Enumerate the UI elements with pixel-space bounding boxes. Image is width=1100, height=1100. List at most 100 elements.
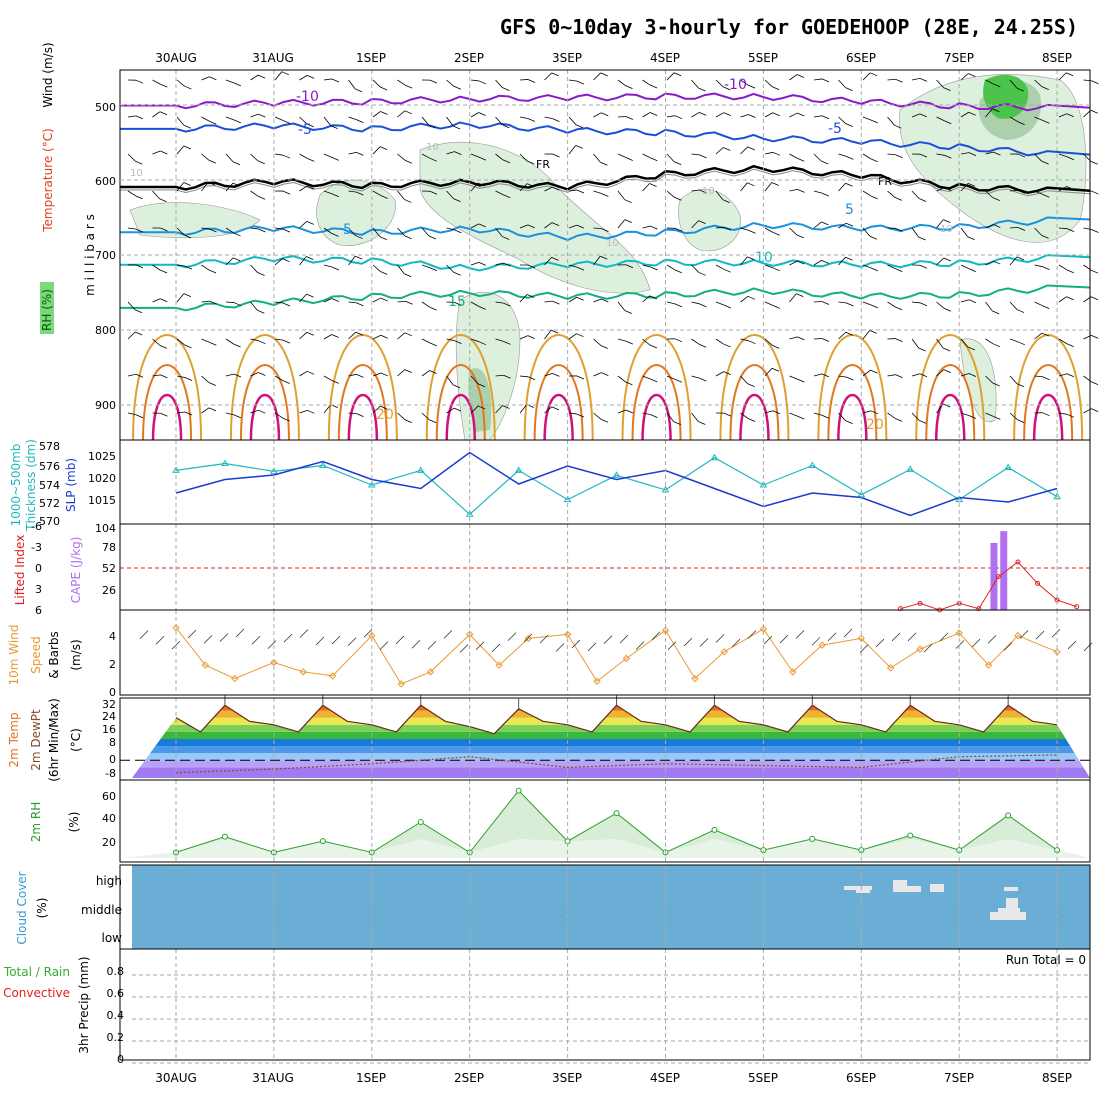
bottom-date-label: 1SEP <box>356 1071 386 1085</box>
wind-barb <box>960 373 970 377</box>
wind-barb <box>348 373 357 377</box>
cloud-cell <box>907 886 921 892</box>
wind10-axis-label: Speed <box>29 636 43 674</box>
bottom-date-label: 6SEP <box>846 1071 876 1085</box>
wind-barb <box>404 273 412 278</box>
wind-barb <box>348 79 356 90</box>
wind-barb <box>960 111 969 118</box>
wind-barb <box>348 151 357 155</box>
wind-barb <box>1058 227 1068 230</box>
wind-barb <box>993 224 1001 228</box>
wind-barb <box>919 264 928 269</box>
wind-barb <box>331 298 339 302</box>
wind-barb <box>1090 160 1098 165</box>
wind-barb <box>299 116 308 125</box>
warm-contour <box>1013 334 1084 441</box>
wind-barb <box>372 297 381 303</box>
wind-barb <box>519 375 529 378</box>
wind-barb <box>625 264 634 269</box>
wind-barb <box>797 260 805 265</box>
wind-barb <box>159 198 167 203</box>
wind-barb <box>323 153 332 158</box>
wind-barb <box>771 182 779 186</box>
wind-barb <box>642 375 651 380</box>
wind-barb <box>870 195 878 200</box>
wind-barb <box>225 227 234 234</box>
wind10-barb <box>987 635 997 644</box>
wind-barb <box>894 306 903 311</box>
wind-barb <box>568 145 577 155</box>
wind10-barb <box>795 630 805 639</box>
thickness-point <box>465 510 474 517</box>
wind-barb <box>740 79 749 86</box>
wind-barb <box>960 73 969 81</box>
wind10-point <box>563 630 572 639</box>
wind-barb <box>797 188 805 193</box>
wind-barb <box>429 190 438 195</box>
rh2m-tick: 20 <box>102 836 116 849</box>
wind-barb <box>813 153 822 162</box>
wind-barb <box>740 412 749 419</box>
wind-barb <box>625 116 634 120</box>
wind-barb <box>911 301 921 304</box>
wind-barb <box>943 307 952 312</box>
top-date-label: 31AUG <box>252 51 294 65</box>
wind-barb <box>1058 296 1067 303</box>
wind-barb <box>764 151 774 155</box>
isotherm-line <box>120 254 1091 272</box>
wind-barb <box>642 79 651 86</box>
wind-barb <box>650 157 658 162</box>
wind-barb <box>201 338 210 343</box>
wind-barb <box>747 295 756 300</box>
wind-barb <box>674 303 683 308</box>
wind-barb <box>503 374 511 379</box>
wind-barb <box>544 373 553 377</box>
wind10-axis: 4 2 0 <box>109 630 116 699</box>
wind-barb <box>397 369 406 377</box>
wind10-barb <box>411 639 421 649</box>
thickness-point <box>906 465 915 472</box>
wind-barb <box>936 403 944 414</box>
cloud-units-label: (%) <box>35 898 49 919</box>
wind-barb <box>1034 116 1043 121</box>
thickness-point <box>318 461 327 468</box>
wind-barb <box>282 302 291 307</box>
wind-barb <box>691 301 700 305</box>
wind-barb <box>1066 296 1074 301</box>
rh-fill <box>125 790 1090 858</box>
wind-barb <box>152 111 161 118</box>
rh-fill <box>125 838 1090 858</box>
wind-barb <box>495 374 504 377</box>
wind-barb <box>772 410 781 415</box>
wind-barb <box>176 293 185 303</box>
wind-barb <box>838 331 847 340</box>
cape-axis-label: CAPE (J/kg) <box>69 537 83 604</box>
wind-barb <box>250 264 258 273</box>
contour-label: 15 <box>448 294 466 310</box>
pressure-tick: 900 <box>95 399 116 412</box>
wind-barb <box>691 189 700 192</box>
wind-barb <box>919 77 928 82</box>
wind-barb <box>323 227 332 234</box>
wind-barb <box>356 191 364 196</box>
wind-barb <box>764 182 773 192</box>
contour-label: FR <box>536 158 550 171</box>
wind-barb <box>348 255 356 266</box>
wind-barb <box>551 222 560 226</box>
wind-barb <box>698 421 706 425</box>
wind10-barb <box>251 635 261 645</box>
wind-barb <box>576 333 584 338</box>
wind-barb <box>870 158 878 163</box>
cloud-panel: high middle low Cloud Cover (%) <box>15 865 1090 949</box>
wind-barb <box>208 382 216 386</box>
bottom-date-label: 5SEP <box>748 1071 778 1085</box>
temp-band <box>132 746 1090 754</box>
wind-barb <box>160 150 168 155</box>
warm-contour <box>729 364 780 441</box>
wind-barb <box>470 112 479 118</box>
wind-barb <box>985 190 994 198</box>
warm-contour <box>641 394 672 441</box>
wind-barb <box>992 310 1000 315</box>
wind-barb <box>617 409 627 414</box>
wind-barb <box>160 83 168 88</box>
